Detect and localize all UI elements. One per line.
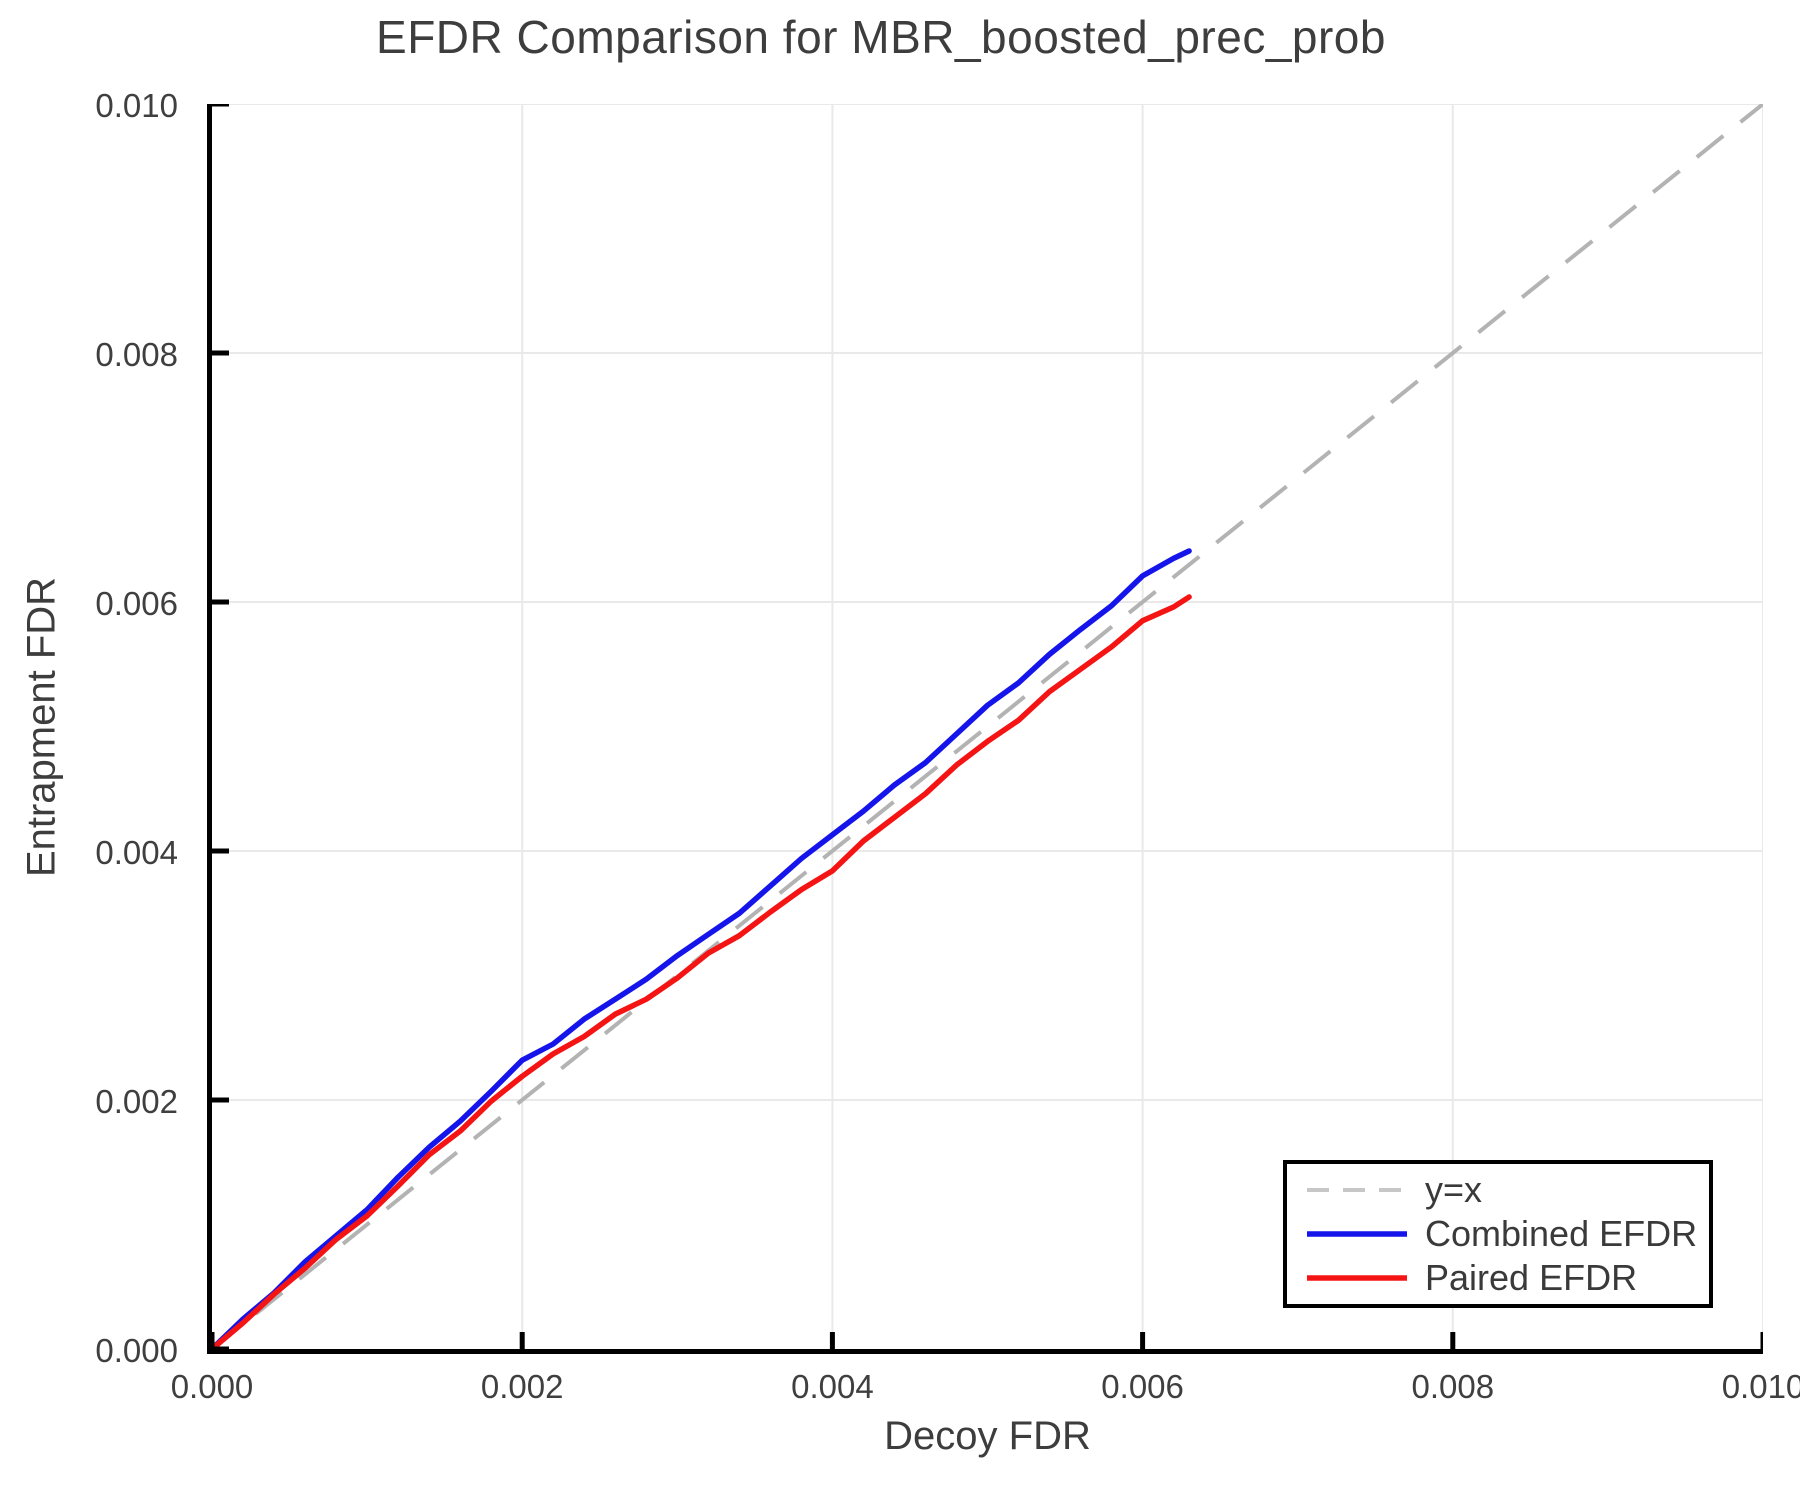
y-tick-label: 0.008 [95,336,178,373]
paired-efdr-line [212,594,1192,1349]
y-axis-label: Entrapment FDR [19,576,64,878]
reference-line-y-equals-x [212,104,1763,1349]
y-tick-label: 0.006 [95,585,178,622]
y-tick-label: 0.010 [95,87,178,124]
plot-canvas [212,104,1763,1349]
x-axis-label: Decoy FDR [884,1414,1091,1458]
x-tick-label: 0.010 [1721,1368,1800,1405]
legend-entry-label: y=x [1425,1169,1483,1210]
legend: y=x Combined EFDR Paired EFDR [1283,1160,1713,1308]
x-tick-label: 0.002 [480,1368,564,1405]
legend-entry-label: Combined EFDR [1425,1213,1698,1254]
legend-entry: y=x [1287,1168,1709,1212]
y-tick-label: 0.004 [95,834,178,871]
y-tick-label: 0.002 [95,1083,178,1120]
legend-line-sample [1307,1231,1407,1237]
legend-entry-label: Paired EFDR [1425,1257,1638,1298]
plot-area [207,104,1763,1354]
legend-line-sample [1307,1275,1407,1281]
combined-efdr-line [212,548,1192,1349]
x-tick-label: 0.000 [170,1368,254,1405]
legend-entry: Paired EFDR [1287,1256,1709,1300]
x-tick-label: 0.006 [1101,1368,1184,1405]
y-tick-label: 0.000 [95,1332,178,1369]
x-tick-label: 0.004 [791,1368,874,1405]
legend-entry: Combined EFDR [1287,1212,1709,1256]
legend-dashed-line-sample [1307,1188,1407,1192]
chart-title: EFDR Comparison for MBR_boosted_prec_pro… [376,11,1386,63]
x-tick-label: 0.008 [1411,1368,1495,1405]
